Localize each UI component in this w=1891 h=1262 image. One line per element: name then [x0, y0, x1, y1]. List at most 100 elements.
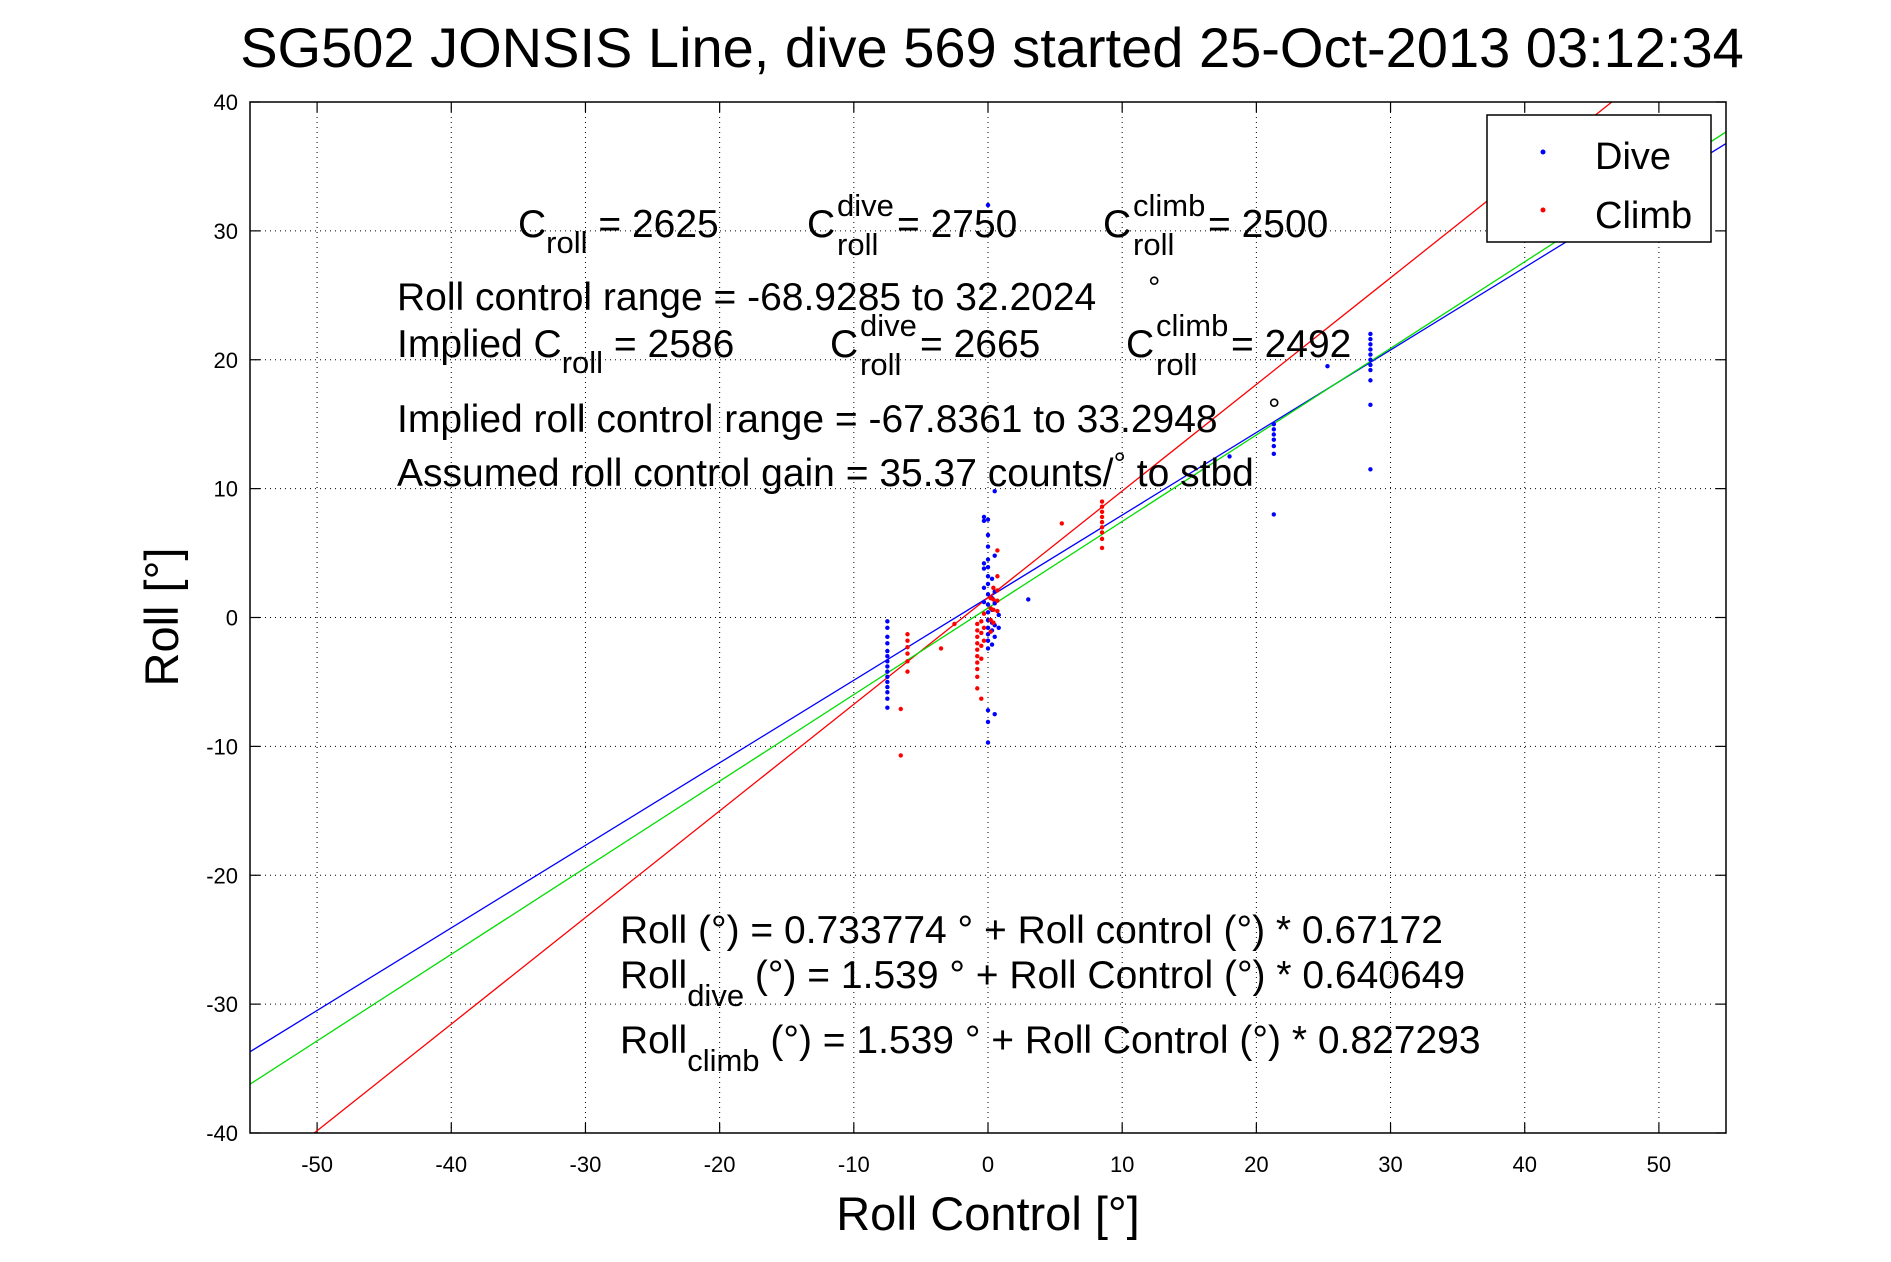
fit-lines — [250, 102, 1726, 1133]
dive-point — [1368, 357, 1373, 362]
dive-point — [885, 634, 890, 640]
svg-text:C: C — [1103, 203, 1131, 246]
legend-box — [1486, 114, 1712, 243]
dive-point — [1271, 427, 1277, 432]
dive-point — [985, 565, 991, 570]
dive-point — [885, 648, 890, 654]
climb-point — [975, 666, 980, 672]
legend: Dive Climb — [1486, 114, 1712, 243]
climb-point — [952, 621, 957, 627]
svg-text:C: C — [807, 203, 835, 246]
climb-point — [981, 638, 987, 643]
dive-point — [885, 679, 890, 685]
svg-text:roll: roll — [837, 227, 878, 262]
dive-point — [1368, 347, 1373, 352]
climb-point — [1099, 504, 1105, 509]
climb-point — [905, 638, 910, 643]
legend-dive-label: Dive — [1595, 136, 1671, 178]
x-tick-label: -40 — [435, 1152, 467, 1177]
annotation-implied-dive: C dive roll = 2665 — [830, 308, 1040, 382]
dive-point — [1368, 367, 1373, 373]
plot-frame — [249, 101, 1727, 1134]
climb-point — [995, 588, 1000, 593]
climb-point — [995, 548, 1000, 553]
dive-point — [985, 574, 991, 579]
dive-point — [885, 664, 890, 669]
climb-point — [1099, 509, 1105, 515]
x-tick-label: 10 — [1110, 1152, 1134, 1177]
dive-point — [985, 602, 991, 607]
dive-point — [981, 514, 987, 520]
svg-text:Croll = 2625: Croll = 2625 — [518, 203, 719, 260]
y-tick-label: 30 — [214, 219, 238, 244]
dive-point — [985, 708, 991, 713]
climb-point — [981, 611, 987, 616]
svg-text:roll: roll — [1133, 227, 1174, 262]
svg-text:= 2750: = 2750 — [897, 203, 1017, 246]
climb-point — [991, 597, 996, 602]
dive-point — [885, 696, 890, 701]
climb-point — [979, 619, 984, 624]
dive-point — [885, 653, 890, 659]
dive-point — [885, 659, 890, 664]
dive-point — [985, 719, 991, 725]
svg-text:dive: dive — [860, 308, 917, 343]
climb-point — [991, 620, 996, 625]
climb-point — [995, 608, 1000, 614]
dive-point — [885, 690, 890, 695]
x-axis-label: Roll Control [°] — [836, 1187, 1140, 1240]
svg-text:Implied roll control range = -: Implied roll control range = -67.8361 to… — [397, 398, 1218, 441]
climb-point — [1099, 536, 1105, 542]
svg-text:roll: roll — [860, 347, 901, 382]
svg-text:°: ° — [1148, 270, 1160, 305]
dive-point — [992, 489, 997, 494]
equation-dive: Rolldive (°) = 1.539 ° + Roll Control (°… — [620, 954, 1465, 1013]
annotation-c-roll-climb: C climb roll = 2500 — [1103, 188, 1328, 262]
dive-point — [1271, 512, 1277, 517]
climb-point — [975, 660, 980, 665]
climb-point — [975, 653, 980, 659]
dive-point — [1325, 363, 1330, 369]
dive-point — [985, 517, 991, 522]
dive-point — [992, 711, 997, 717]
dive-point — [996, 612, 1001, 618]
x-tick-label: -10 — [838, 1152, 870, 1177]
y-tick-labels: -40 -30 -20 -10 0 10 20 30 40 — [206, 90, 238, 1146]
y-tick-label: -40 — [206, 1121, 238, 1146]
climb-point — [1099, 519, 1105, 525]
dive-point — [1271, 432, 1277, 437]
y-tick-label: 0 — [226, 606, 238, 631]
fit-line — [250, 131, 1726, 1085]
dive-point — [885, 669, 890, 674]
legend-dive-marker — [1540, 149, 1546, 155]
climb-point — [988, 629, 993, 634]
climb-point — [905, 659, 910, 664]
climb-point — [991, 585, 996, 591]
annotation-gain: Assumed roll control gain = 35.37 counts… — [397, 446, 1254, 495]
dive-point — [981, 599, 987, 605]
svg-text:Assumed roll control gain = 35: Assumed roll control gain = 35.37 counts… — [397, 446, 1254, 495]
equation-climb: Rollclimb (°) = 1.539 ° + Roll Control (… — [620, 1019, 1481, 1078]
dive-point — [885, 684, 890, 690]
dive-point — [981, 518, 987, 524]
dive-point — [1271, 421, 1277, 427]
climb-point — [898, 753, 903, 758]
dive-point — [989, 576, 995, 582]
dive-point — [1271, 443, 1277, 449]
svg-text:C: C — [1126, 323, 1154, 366]
x-tick-label: -50 — [301, 1152, 333, 1177]
dive-point — [989, 642, 995, 647]
climb-point — [995, 574, 1000, 579]
climb-point — [905, 644, 910, 650]
x-tick-label: -20 — [704, 1152, 736, 1177]
annotation-implied: Implied Croll = 2586 — [397, 323, 734, 380]
legend-climb-label: Climb — [1595, 195, 1692, 237]
dive-point — [885, 641, 890, 646]
climb-point — [979, 656, 984, 661]
svg-text:climb: climb — [1156, 308, 1228, 343]
svg-text:roll: roll — [1156, 347, 1197, 382]
x-tick-label: 0 — [982, 1152, 994, 1177]
x-tick-label: 40 — [1512, 1152, 1536, 1177]
dive-point — [996, 625, 1001, 631]
dive-point — [1368, 352, 1373, 357]
